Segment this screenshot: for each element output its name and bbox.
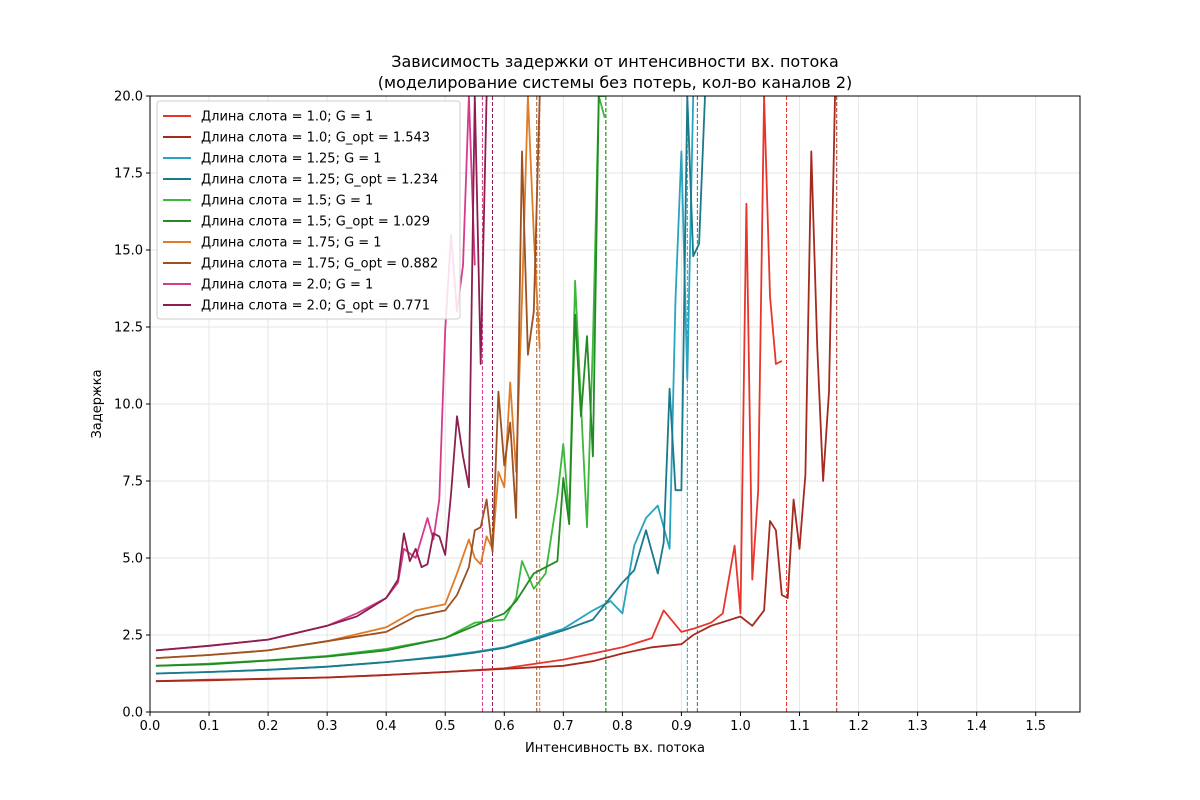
legend-entry-label: Длина слота = 2.0; G = 1 [201,278,373,293]
legend-entry-label: Длина слота = 1.5; G = 1 [201,194,373,209]
x-tick-label: 0.7 [553,719,574,734]
x-tick-label: 1.3 [907,719,928,734]
legend-entry-label: Длина слота = 1.0; G = 1 [201,110,373,125]
y-tick-label: 20.0 [114,90,143,105]
legend: Длина слота = 1.0; G = 1 Длина слота = 1.… [156,100,461,320]
legend-entry-label: Длина слота = 1.25; G = 1 [201,152,382,167]
y-tick-label: 10.0 [114,398,143,413]
y-tick-label: 15.0 [114,244,143,259]
series-line-6 [155,96,541,659]
legend-box [156,100,461,320]
series-line-4 [155,96,606,667]
x-tick-label: 1.0 [730,719,751,734]
y-tick-label: 7.5 [122,475,143,490]
x-tick-label: 0.5 [435,719,456,734]
x-tick-label: 0.1 [199,719,220,734]
x-tick-label: 1.1 [789,719,810,734]
y-tick-label: 17.5 [114,167,143,182]
x-tick-label: 0.4 [376,719,397,734]
x-tick-label: 0.6 [494,719,515,734]
chart-title-line-1: Зависимость задержки от интенсивности вх… [391,52,839,71]
legend-entry-label: Длина слота = 1.5; G_opt = 1.029 [201,215,430,230]
x-tick-label: 0.2 [258,719,279,734]
legend-entry-label: Длина слота = 1.75; G = 1 [201,236,382,251]
series-line-5 [155,96,605,667]
legend-entry-label: Длина слота = 1.75; G_opt = 0.882 [201,257,438,272]
y-tick-label: 0.0 [122,706,143,721]
x-tick-label: 0.8 [612,719,633,734]
x-axis-label: Интенсивность вх. потока [525,741,705,756]
y-tick-label: 12.5 [114,321,143,336]
series-line-1 [155,96,836,683]
series-line-7 [155,96,541,659]
x-tick-label: 0.0 [140,719,161,734]
legend-entry-label: Длина слота = 2.0; G_opt = 0.771 [201,299,430,314]
series-line-9 [155,96,488,652]
y-tick-label: 2.5 [122,629,143,644]
x-tick-label: 1.4 [966,719,987,734]
threshold-lines [481,96,838,712]
chart-title-line-2: (моделирование системы без потерь, кол-в… [378,73,852,92]
series-line-3 [155,96,706,675]
x-tick-label: 0.9 [671,719,692,734]
axis-ticks: 0.0 0.1 0.2 0.3 0.4 0.5 0.6 0.7 0.8 0.9 1.0 1.1 1.2 1… [114,90,1046,735]
x-tick-label: 1.5 [1025,719,1046,734]
x-tick-label: 0.3 [317,719,338,734]
legend-entry-label: Длина слота = 1.25; G_opt = 1.234 [201,173,438,188]
y-tick-label: 5.0 [122,552,143,567]
x-tick-label: 1.2 [848,719,869,734]
legend-entry-label: Длина слота = 1.0; G_opt = 1.543 [201,131,430,146]
y-axis-label: Задержка [90,369,105,438]
